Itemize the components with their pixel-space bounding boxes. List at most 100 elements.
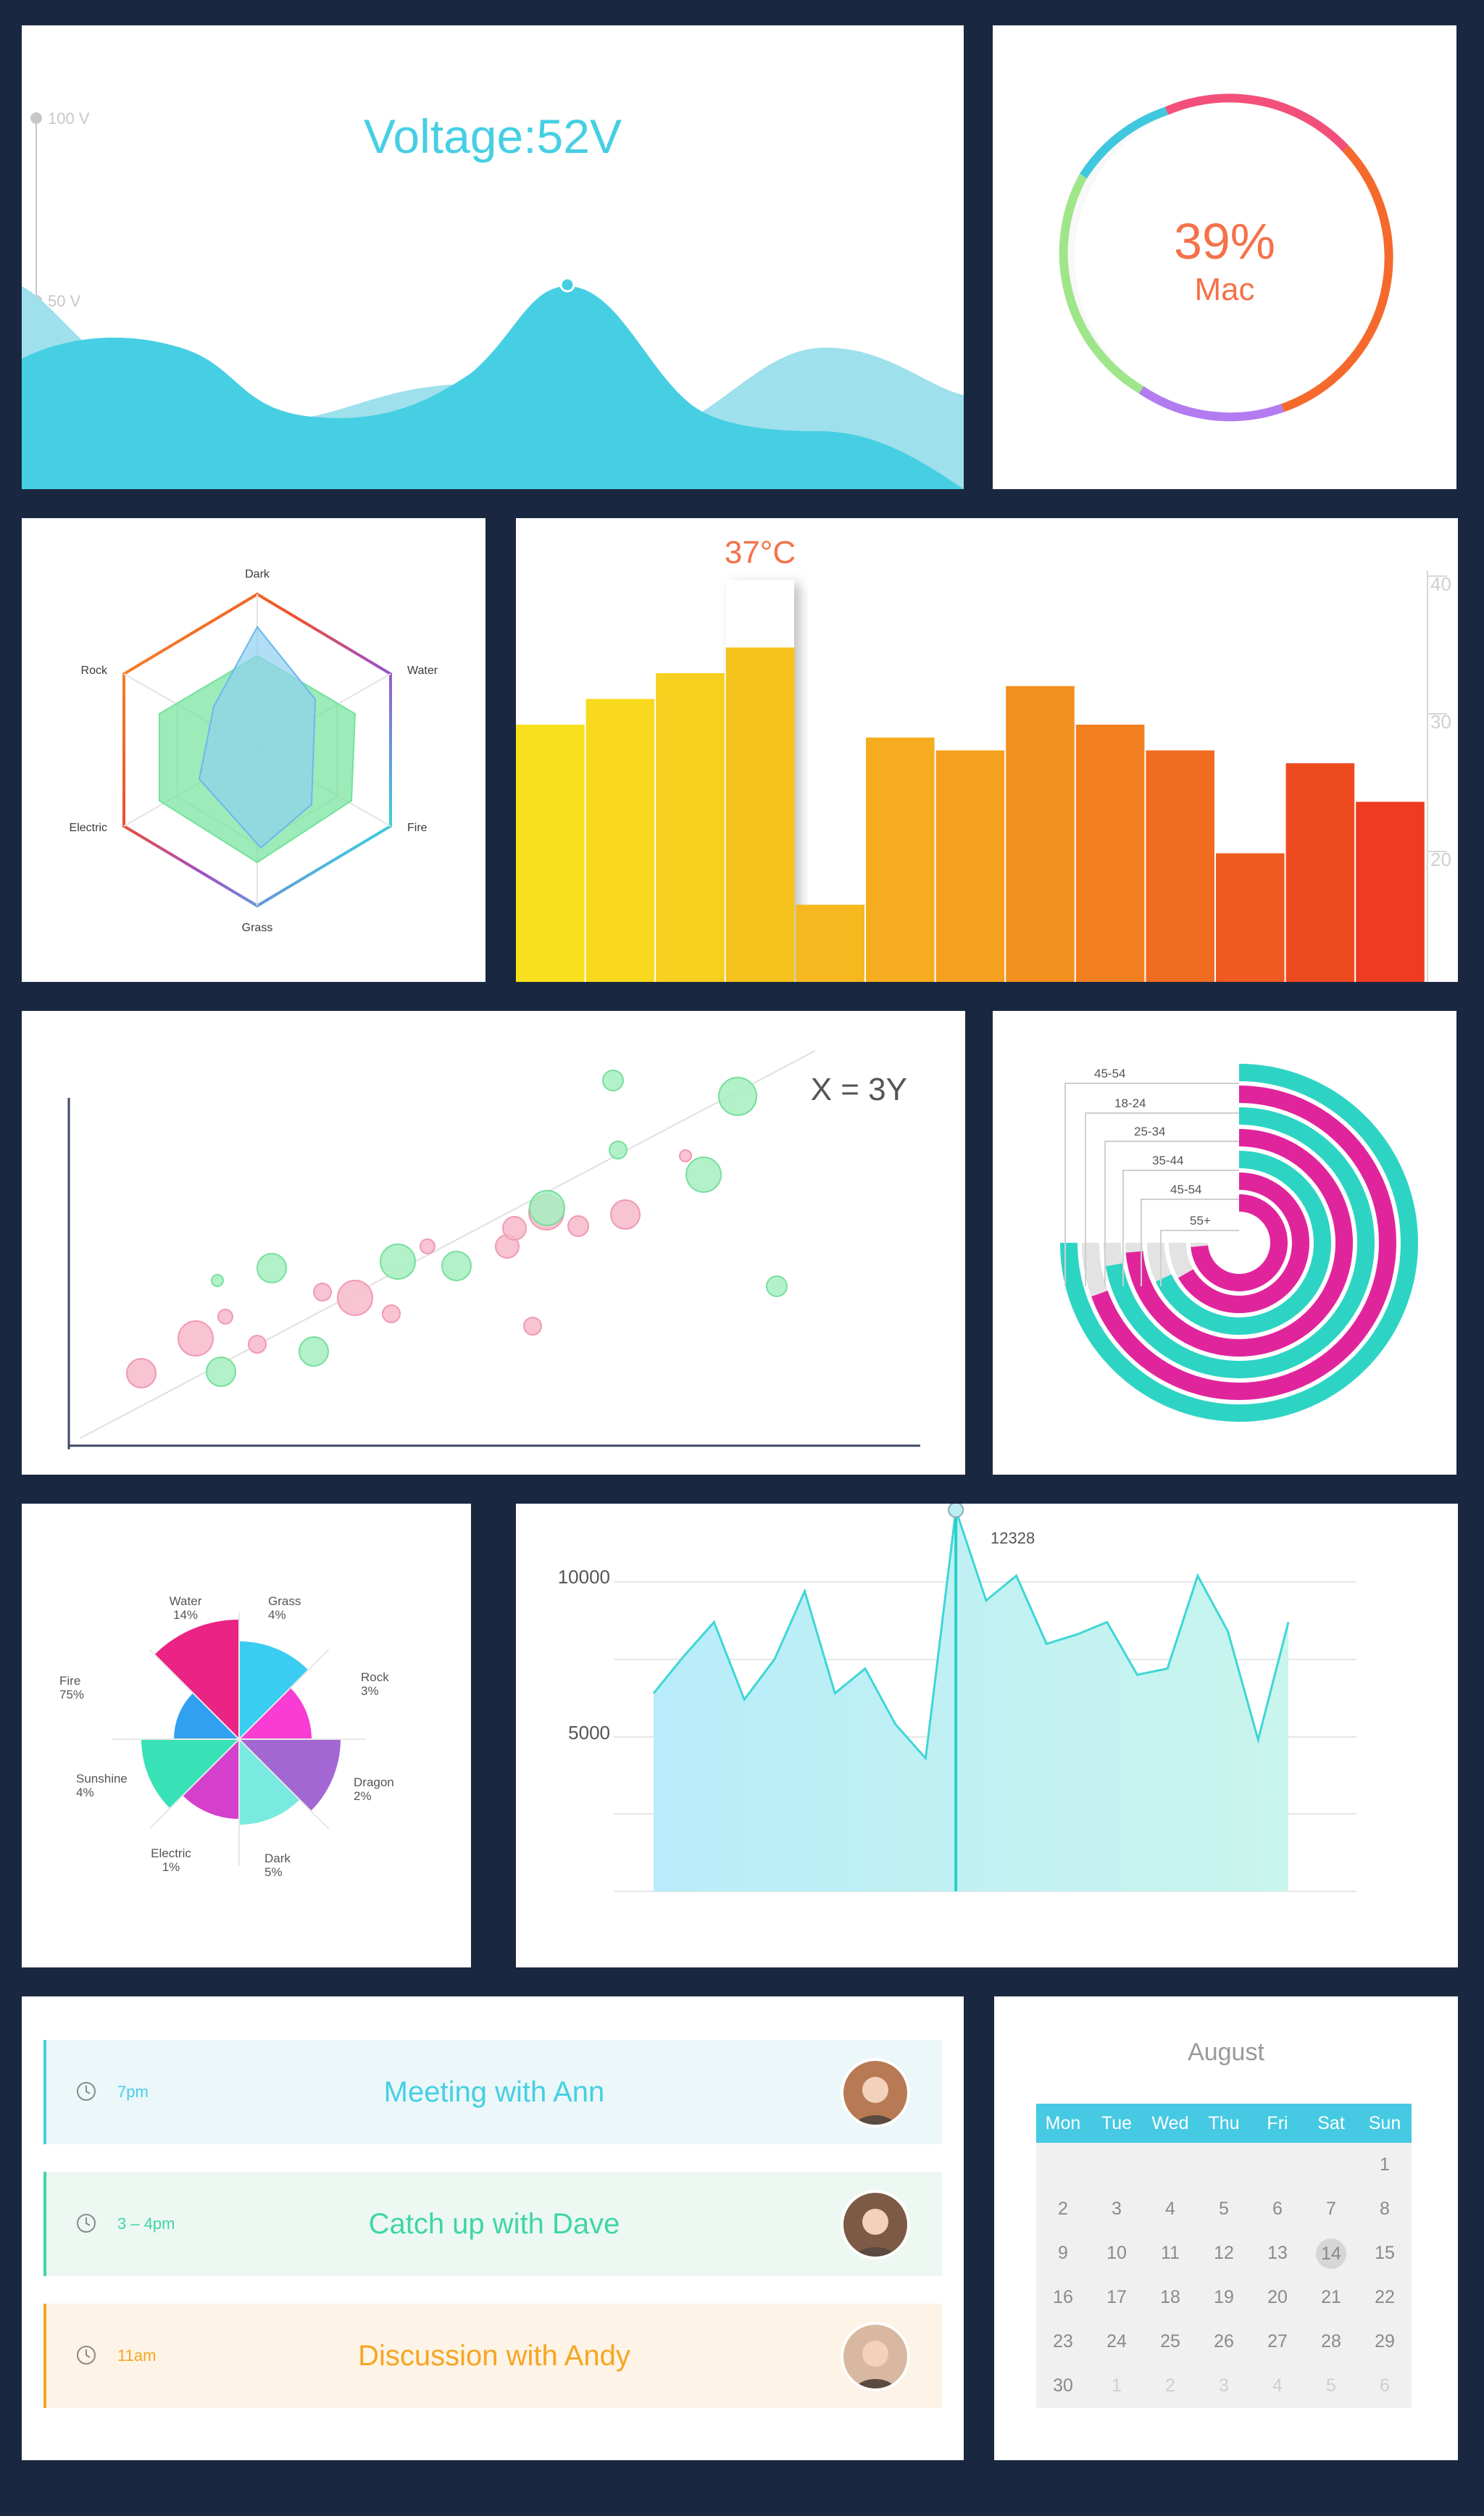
scatter-point-15[interactable] (211, 1274, 224, 1287)
calendar-day[interactable]: 30 (1053, 2375, 1073, 2396)
scatter-point-20[interactable] (529, 1190, 565, 1226)
radial-bar-5[interactable] (1178, 1172, 1309, 1313)
scatter-point-23[interactable] (718, 1077, 757, 1116)
calendar-day[interactable]: 17 (1106, 2287, 1127, 2307)
calendar-day[interactable]: 21 (1321, 2287, 1341, 2307)
calendar-day[interactable]: 27 (1267, 2331, 1288, 2352)
avatar[interactable] (841, 2322, 910, 2391)
avatar[interactable] (841, 2190, 910, 2259)
radial-bar-4[interactable] (1155, 1151, 1331, 1335)
scatter-point-21[interactable] (609, 1141, 628, 1159)
radial-bar-3[interactable] (1125, 1129, 1353, 1357)
calendar-day[interactable]: 25 (1160, 2331, 1180, 2352)
avatar[interactable] (841, 2058, 910, 2128)
calendar-day[interactable]: 6 (1380, 2375, 1390, 2396)
calendar-day[interactable] (1090, 2143, 1143, 2187)
scatter-point-6[interactable] (382, 1304, 401, 1323)
calendar-day[interactable]: 16 (1053, 2287, 1073, 2307)
scatter-point-24[interactable] (602, 1070, 624, 1091)
rose-petal-1[interactable] (239, 1688, 312, 1739)
bar-3[interactable] (725, 647, 795, 983)
scatter-point-5[interactable] (337, 1280, 373, 1316)
bar-8[interactable] (1075, 725, 1145, 982)
rose-petal-6[interactable] (174, 1693, 239, 1739)
bar-9[interactable] (1146, 750, 1214, 983)
bar-5[interactable] (866, 737, 935, 982)
calendar-day[interactable]: 2 (1165, 2375, 1175, 2396)
bar-12[interactable] (1356, 801, 1425, 983)
calendar-day[interactable]: 2 (1058, 2199, 1068, 2219)
scatter-point-1[interactable] (178, 1320, 214, 1357)
calendar-day[interactable]: 26 (1214, 2331, 1234, 2352)
rose-petal-4[interactable] (183, 1739, 239, 1819)
rose-petal-5[interactable] (141, 1739, 239, 1809)
calendar-day[interactable]: 29 (1375, 2331, 1395, 2352)
scatter-point-0[interactable] (126, 1358, 157, 1388)
calendar-day[interactable] (1251, 2143, 1304, 2187)
calendar-day[interactable]: 24 (1106, 2331, 1127, 2352)
area-peak-marker[interactable] (948, 1504, 964, 1518)
calendar-day[interactable] (1197, 2143, 1251, 2187)
radial-bar-0[interactable] (1060, 1064, 1418, 1422)
calendar-day[interactable]: 10 (1106, 2243, 1127, 2263)
calendar-day[interactable]: 9 (1058, 2243, 1068, 2263)
scatter-point-7[interactable] (420, 1238, 435, 1254)
schedule-item[interactable]: 11am Discussion with Andy (43, 2304, 942, 2408)
calendar-day[interactable]: 6 (1272, 2199, 1283, 2219)
bar-1[interactable] (585, 699, 655, 983)
calendar-day[interactable]: 5 (1326, 2375, 1336, 2396)
scatter-point-13[interactable] (679, 1149, 692, 1162)
calendar-day[interactable]: 4 (1272, 2375, 1283, 2396)
calendar-day[interactable]: 23 (1053, 2331, 1073, 2352)
radial-bar-6[interactable] (1191, 1194, 1288, 1291)
calendar-day[interactable]: 28 (1321, 2331, 1341, 2352)
calendar-day[interactable] (1143, 2143, 1197, 2187)
bar-4[interactable] (796, 904, 864, 983)
calendar-day[interactable]: 11 (1161, 2243, 1180, 2263)
radial-bar-2[interactable] (1105, 1107, 1375, 1378)
calendar-day[interactable]: 18 (1160, 2287, 1180, 2307)
scatter-point-9[interactable] (502, 1216, 527, 1241)
bar-0[interactable] (516, 725, 585, 982)
calendar-day[interactable]: 3 (1219, 2375, 1229, 2396)
schedule-item[interactable]: 7pm Meeting with Ann (43, 2040, 942, 2144)
bar-11[interactable] (1285, 763, 1355, 982)
rose-petal-7[interactable] (154, 1620, 239, 1739)
calendar-day[interactable]: 1 (1380, 2154, 1390, 2175)
scatter-point-19[interactable] (441, 1251, 472, 1281)
calendar-day[interactable]: 20 (1267, 2287, 1288, 2307)
scatter-point-11[interactable] (567, 1215, 589, 1237)
calendar-day[interactable]: 7 (1326, 2199, 1336, 2219)
voltage-slider-handle-top[interactable] (30, 112, 42, 124)
calendar-day[interactable]: 19 (1214, 2287, 1234, 2307)
scatter-point-2[interactable] (217, 1309, 233, 1325)
rose-petal-3[interactable] (239, 1739, 300, 1825)
bar-2[interactable] (656, 673, 725, 982)
calendar-day[interactable]: 13 (1267, 2243, 1288, 2263)
scatter-point-25[interactable] (766, 1275, 788, 1297)
calendar-day[interactable]: 5 (1219, 2199, 1229, 2219)
calendar-day[interactable]: 15 (1375, 2243, 1395, 2263)
scatter-point-26[interactable] (206, 1357, 236, 1387)
bar-10[interactable] (1216, 853, 1285, 983)
scatter-point-14[interactable] (523, 1317, 542, 1336)
calendar-day[interactable]: 14 (1304, 2231, 1358, 2275)
calendar-day[interactable]: 8 (1380, 2199, 1390, 2219)
bar-6[interactable] (935, 750, 1005, 983)
scatter-point-4[interactable] (313, 1283, 332, 1301)
scatter-point-17[interactable] (299, 1336, 329, 1367)
scatter-point-18[interactable] (380, 1244, 416, 1280)
scatter-point-12[interactable] (610, 1199, 641, 1230)
schedule-item[interactable]: 3 – 4pm Catch up with Dave (43, 2172, 942, 2276)
scatter-point-22[interactable] (685, 1157, 722, 1193)
calendar-day[interactable]: 4 (1165, 2199, 1175, 2219)
rose-petal-0[interactable] (239, 1641, 309, 1739)
calendar-day[interactable]: 22 (1375, 2287, 1395, 2307)
calendar-day[interactable]: 1 (1112, 2375, 1122, 2396)
bar-7[interactable] (1006, 686, 1075, 982)
calendar-day[interactable]: 12 (1214, 2243, 1234, 2263)
calendar-day[interactable]: 3 (1112, 2199, 1122, 2219)
calendar-today-marker[interactable]: 14 (1316, 2238, 1346, 2269)
radial-bar-1[interactable] (1091, 1086, 1396, 1400)
scatter-point-3[interactable] (248, 1335, 267, 1354)
